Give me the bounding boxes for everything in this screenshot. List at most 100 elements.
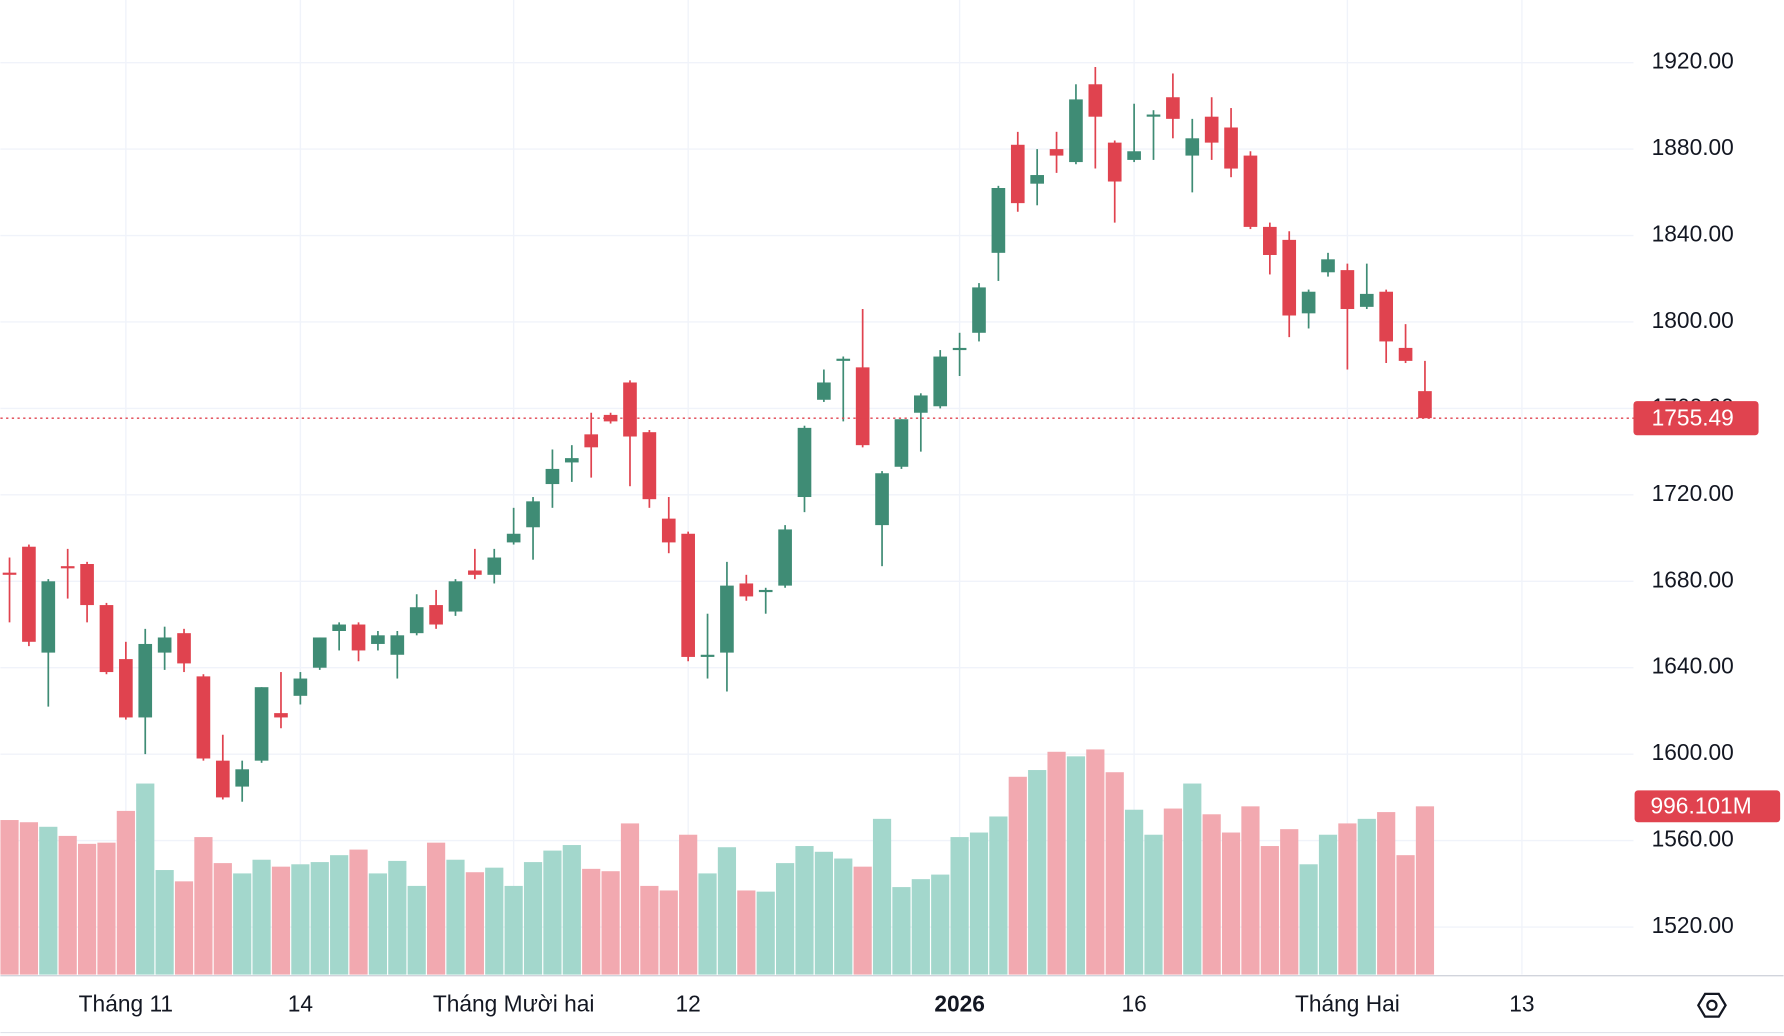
volume-bar xyxy=(582,868,601,975)
candle-body xyxy=(720,585,734,653)
volume-bar xyxy=(1066,756,1086,975)
volume-bar xyxy=(1028,770,1047,975)
volume-bar xyxy=(1047,751,1066,975)
candle-body xyxy=(875,473,889,526)
candle-body xyxy=(758,589,773,593)
candle-body xyxy=(80,564,94,606)
volume-bar xyxy=(136,783,155,975)
x-tick-label: Tháng 11 xyxy=(79,990,173,1016)
candle-body xyxy=(41,581,56,653)
candle-body xyxy=(778,529,792,586)
candle-body xyxy=(855,367,870,446)
candle-body xyxy=(157,637,172,653)
candle-body xyxy=(817,382,831,400)
overlay: 1520.00 1560.00 1600.00 1640.00 1680.00 1720.… xyxy=(0,48,1781,1016)
candle-body xyxy=(177,633,191,664)
candle-body xyxy=(1418,391,1432,419)
candle-body xyxy=(254,687,269,761)
x-tick-label: 16 xyxy=(1121,990,1146,1016)
volume-bar xyxy=(1377,812,1396,975)
candle-body xyxy=(1107,142,1122,182)
volume-bar xyxy=(679,834,698,975)
candle-body xyxy=(274,713,288,718)
settings-icon[interactable] xyxy=(1696,992,1727,1018)
y-tick-label: 1520.00 xyxy=(1652,912,1734,938)
volume-label: 996.101M xyxy=(1651,792,1752,818)
volume-bar xyxy=(1338,823,1357,975)
candle-body xyxy=(2,572,17,575)
volume-bar xyxy=(931,874,950,975)
volume-bar xyxy=(465,872,484,975)
volume-bar xyxy=(543,850,562,975)
volume-bar xyxy=(271,866,291,975)
volume-layer xyxy=(0,749,1435,975)
candle-body xyxy=(196,676,211,759)
candle-body xyxy=(1359,293,1374,307)
volume-bar xyxy=(1221,832,1241,975)
candle-body xyxy=(739,583,754,597)
candle-body xyxy=(1301,291,1316,314)
volume-bar xyxy=(1280,829,1299,975)
y-tick-label: 1720.00 xyxy=(1652,480,1734,506)
volume-bar xyxy=(834,858,853,975)
candle-body xyxy=(1185,138,1200,156)
volume-bar xyxy=(1318,834,1338,975)
candle-body xyxy=(623,382,637,437)
candle-body xyxy=(468,570,482,575)
volume-bar xyxy=(330,855,349,975)
volume-bar xyxy=(756,891,775,975)
candle-body xyxy=(1398,347,1413,361)
candle-body xyxy=(1069,99,1083,163)
volume-bar xyxy=(1144,834,1163,975)
grid xyxy=(0,0,1634,975)
candle-body xyxy=(1030,175,1044,184)
volume-bar xyxy=(1163,808,1182,975)
volume-bar xyxy=(1415,806,1435,975)
candle-body xyxy=(1379,291,1393,342)
candle-body xyxy=(293,678,308,696)
candle-layer xyxy=(2,66,1432,802)
candle-body xyxy=(1049,149,1064,156)
candle-body xyxy=(797,427,812,498)
volume-bar xyxy=(426,842,446,975)
candle-body xyxy=(1088,84,1103,117)
volume-bar xyxy=(969,832,989,975)
candle-body xyxy=(642,432,657,500)
candle-body xyxy=(584,434,599,448)
y-tick-label: 1880.00 xyxy=(1652,134,1734,160)
candle-body xyxy=(119,659,133,718)
candle-body xyxy=(681,533,695,657)
x-tick-label: 13 xyxy=(1509,990,1534,1016)
volume-bar xyxy=(795,846,814,975)
volume-bar xyxy=(776,863,795,975)
x-tick-label: Tháng Mười hai xyxy=(433,990,595,1016)
candle-body xyxy=(661,518,676,543)
last-price-label: 1755.49 xyxy=(1652,404,1734,430)
volume-bar xyxy=(1183,783,1202,975)
candle-body xyxy=(390,635,405,655)
candle-body xyxy=(60,566,75,569)
y-tick-label: 1680.00 xyxy=(1652,566,1734,592)
volume-bar xyxy=(950,837,969,975)
candle-body xyxy=(972,287,986,333)
volume-bar xyxy=(698,873,717,975)
volume-bar xyxy=(989,816,1008,975)
volume-tag xyxy=(1634,790,1781,823)
candle-body xyxy=(429,605,443,625)
candle-body xyxy=(914,395,928,413)
candle-body xyxy=(1340,270,1355,310)
volume-bar xyxy=(233,873,252,975)
y-tick-label: 1840.00 xyxy=(1652,221,1734,247)
volume-bar xyxy=(523,862,543,975)
volume-bar xyxy=(1241,806,1260,975)
volume-bar xyxy=(1008,776,1027,975)
volume-bar xyxy=(194,837,213,975)
candle-body xyxy=(138,643,153,718)
volume-bar xyxy=(0,820,19,975)
candle-body xyxy=(1166,97,1180,119)
volume-bar xyxy=(1105,772,1124,975)
candle-body xyxy=(933,356,948,407)
candle-body xyxy=(952,347,967,351)
last-price-tag xyxy=(1633,401,1759,436)
